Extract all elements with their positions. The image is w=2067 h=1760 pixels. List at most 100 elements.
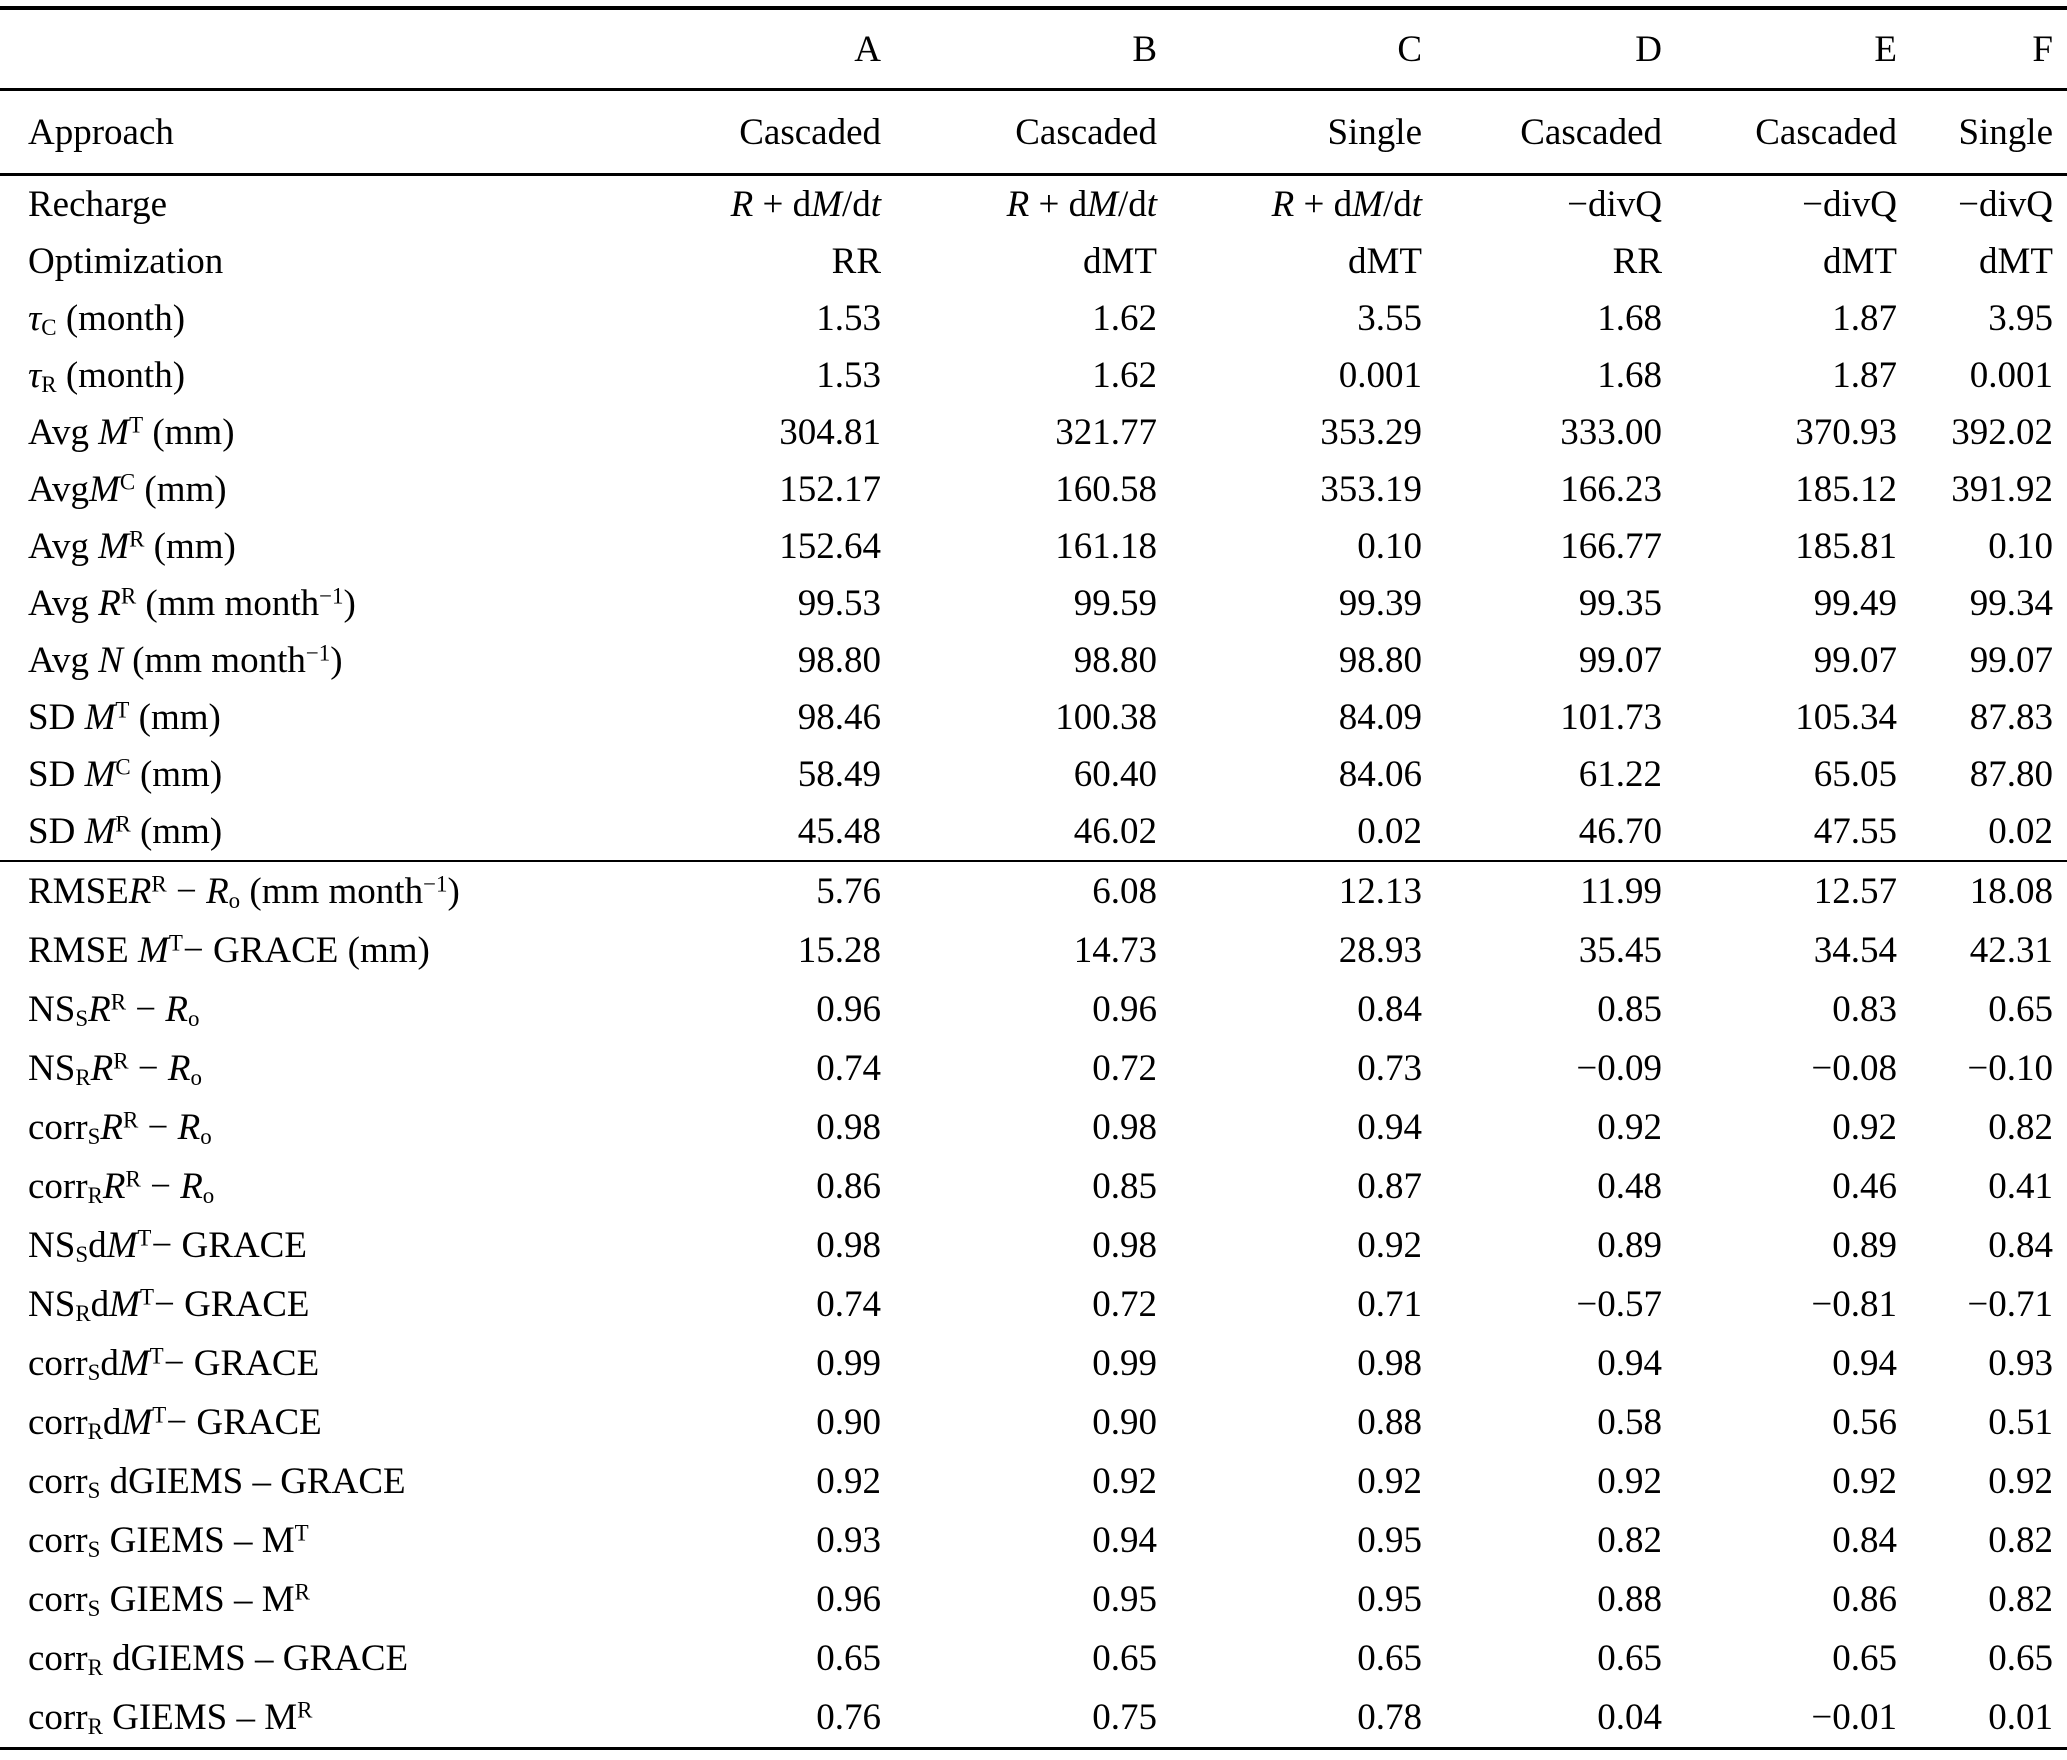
cell: 0.10 xyxy=(1988,526,2053,567)
cell: dMT xyxy=(1083,241,1157,282)
cell: 0.98 xyxy=(1092,1225,1157,1266)
row-label: Approach xyxy=(28,111,174,153)
table-row: SD MR (mm) 45.48 46.02 0.02 46.70 47.55 0.02 xyxy=(0,803,2067,861)
cell: 0.92 xyxy=(1357,1461,1422,1502)
cell: −0.71 xyxy=(1967,1284,2053,1325)
cell: R + dM/dt xyxy=(730,184,881,225)
cell: 98.46 xyxy=(797,697,881,738)
cell: 0.92 xyxy=(816,1461,881,1502)
table-row: RMSERR − Ro (mm month−1) 5.76 6.08 12.13 11.… xyxy=(0,861,2067,921)
cell: 0.96 xyxy=(816,989,881,1030)
cell: 3.95 xyxy=(1988,298,2053,339)
row-label: corrSdMT− GRACE xyxy=(28,1343,320,1386)
cell: 1.62 xyxy=(1092,298,1157,339)
column-header-row: A B C D E F xyxy=(0,8,2067,90)
cell: 0.65 xyxy=(816,1638,881,1679)
cell: 0.71 xyxy=(1357,1284,1422,1325)
cell: −0.81 xyxy=(1811,1284,1897,1325)
table-row: corrSdMT− GRACE 0.99 0.99 0.98 0.94 0.94 0.93 xyxy=(0,1334,2067,1393)
cell: Cascaded xyxy=(739,111,881,153)
cell: dMT xyxy=(1823,241,1897,282)
row-label: Avg MT (mm) xyxy=(28,412,235,453)
cell: 0.84 xyxy=(1357,989,1422,1030)
cell: 0.65 xyxy=(1092,1638,1157,1679)
corner-cell xyxy=(0,8,600,90)
cell: RR xyxy=(831,241,881,282)
cell: 58.49 xyxy=(797,754,881,795)
cell: 99.59 xyxy=(1073,583,1157,624)
column-header: A xyxy=(854,28,881,70)
cell: 0.48 xyxy=(1597,1166,1662,1207)
table-row: Avg N (mm month−1) 98.80 98.80 98.80 99.07 99… xyxy=(0,632,2067,689)
cell: 0.99 xyxy=(816,1343,881,1384)
cell: 18.08 xyxy=(1969,871,2053,912)
cell: 0.87 xyxy=(1357,1166,1422,1207)
cell: 0.41 xyxy=(1988,1166,2053,1207)
cell: Cascaded xyxy=(1015,111,1157,153)
cell: 0.96 xyxy=(1092,989,1157,1030)
cell: 0.10 xyxy=(1357,526,1422,567)
cell: 0.02 xyxy=(1357,811,1422,852)
table-row: corrS GIEMS – MR 0.96 0.95 0.95 0.88 0.86 0.82 xyxy=(0,1570,2067,1629)
table-section-parameters: Recharge R + dM/dt R + dM/dt R + dM/dt −divQ… xyxy=(0,175,2067,861)
cell: 60.40 xyxy=(1073,754,1157,795)
row-label: corrS dGIEMS – GRACE xyxy=(28,1461,406,1504)
cell: 99.53 xyxy=(797,583,881,624)
table-section-statistics: RMSERR − Ro (mm month−1) 5.76 6.08 12.13 11.… xyxy=(0,861,2067,1749)
cell: 0.04 xyxy=(1597,1697,1662,1738)
cell: 0.92 xyxy=(1597,1107,1662,1148)
cell: 0.56 xyxy=(1832,1402,1897,1443)
cell: 99.49 xyxy=(1813,583,1897,624)
cell: 0.58 xyxy=(1597,1402,1662,1443)
table-row: SD MT (mm) 98.46 100.38 84.09 101.73 105.34 87… xyxy=(0,689,2067,746)
cell: 99.07 xyxy=(1578,640,1662,681)
row-label: τR (month) xyxy=(28,355,186,398)
cell: 0.95 xyxy=(1092,1579,1157,1620)
cell: 0.95 xyxy=(1357,1520,1422,1561)
cell: 0.75 xyxy=(1092,1697,1157,1738)
cell: 84.09 xyxy=(1338,697,1422,738)
cell: R + dM/dt xyxy=(1006,184,1157,225)
cell: 12.57 xyxy=(1813,871,1897,912)
cell: 0.98 xyxy=(816,1225,881,1266)
cell: 0.65 xyxy=(1832,1638,1897,1679)
table-row: NSSRR − Ro 0.96 0.96 0.84 0.85 0.83 0.65 xyxy=(0,980,2067,1039)
row-label: Recharge xyxy=(28,184,168,225)
row-label: RMSERR − Ro (mm month−1) xyxy=(28,871,460,914)
cell: 0.90 xyxy=(1092,1402,1157,1443)
cell: −0.08 xyxy=(1811,1048,1897,1089)
column-header: C xyxy=(1397,28,1422,70)
row-label: Avg N (mm month−1) xyxy=(28,640,343,681)
cell: 99.07 xyxy=(1969,640,2053,681)
table-row: corrR dGIEMS – GRACE 0.65 0.65 0.65 0.65 0.65… xyxy=(0,1629,2067,1688)
cell: 0.98 xyxy=(1092,1107,1157,1148)
cell: 0.78 xyxy=(1357,1697,1422,1738)
cell: dMT xyxy=(1348,241,1422,282)
row-label: corrS GIEMS – MR xyxy=(28,1579,310,1622)
cell: 185.12 xyxy=(1795,469,1897,510)
cell: 105.34 xyxy=(1795,697,1897,738)
cell: 0.73 xyxy=(1357,1048,1422,1089)
cell: 370.93 xyxy=(1795,412,1897,453)
table-row: τR (month) 1.53 1.62 0.001 1.68 1.87 0.001 xyxy=(0,347,2067,404)
cell: 0.83 xyxy=(1832,989,1897,1030)
cell: 0.82 xyxy=(1988,1107,2053,1148)
cell: 0.74 xyxy=(816,1048,881,1089)
cell: 152.17 xyxy=(779,469,881,510)
row-label: AvgMC (mm) xyxy=(28,469,227,510)
table-row: AvgMC (mm) 152.17 160.58 353.19 166.23 185.12… xyxy=(0,461,2067,518)
cell: 0.96 xyxy=(816,1579,881,1620)
table-row: Avg MT (mm) 304.81 321.77 353.29 333.00 370.9… xyxy=(0,404,2067,461)
row-label: SD MT (mm) xyxy=(28,697,221,738)
cell: 12.13 xyxy=(1338,871,1422,912)
cell: 1.87 xyxy=(1832,298,1897,339)
cell: 0.84 xyxy=(1988,1225,2053,1266)
cell: 28.93 xyxy=(1338,930,1422,971)
cell: 0.65 xyxy=(1597,1638,1662,1679)
cell: 0.93 xyxy=(816,1520,881,1561)
cell: −divQ xyxy=(1802,184,1897,225)
cell: 0.89 xyxy=(1832,1225,1897,1266)
cell: 100.38 xyxy=(1055,697,1157,738)
cell: 0.98 xyxy=(1357,1343,1422,1384)
row-label: NSRRR − Ro xyxy=(28,1048,202,1091)
